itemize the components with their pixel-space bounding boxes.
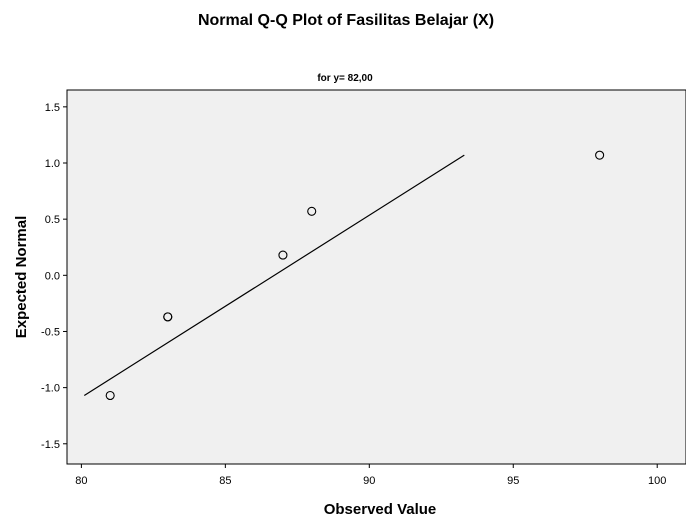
- y-tick-label: 1.0: [45, 158, 60, 170]
- chart-title: Normal Q-Q Plot of Fasilitas Belajar (X): [198, 12, 494, 29]
- y-tick-label: 1.5: [45, 102, 60, 114]
- reference-line: [83, 154, 465, 396]
- data-point: [163, 312, 173, 322]
- y-tick-label: -1.5: [41, 439, 60, 451]
- x-tick-label: 80: [75, 475, 87, 487]
- x-axis-label: Observed Value: [324, 501, 437, 518]
- y-tick-label: -1.0: [41, 383, 60, 395]
- chart-subtitle: for y= 82,00: [317, 73, 373, 84]
- reference-line-group: [83, 154, 465, 396]
- y-tick-label: -0.5: [41, 326, 60, 338]
- x-tick-label: 95: [507, 475, 519, 487]
- data-point: [307, 206, 317, 216]
- data-point: [105, 390, 115, 401]
- data-point: [595, 150, 605, 160]
- x-tick-label: 85: [219, 475, 231, 487]
- data-points: [105, 150, 605, 401]
- plot-area: [66, 89, 686, 465]
- x-axis: 80 85 90 95 100: [75, 464, 666, 487]
- x-tick-label: 90: [363, 475, 375, 487]
- data-point: [278, 250, 288, 260]
- y-tick-label: 0.5: [45, 214, 60, 226]
- x-tick-label: 100: [648, 475, 666, 487]
- y-tick-label: 0.0: [45, 270, 60, 282]
- y-axis: 1.5 1.0 0.5 0.0 -0.5 -1.0 -1.5: [41, 102, 67, 451]
- y-axis-label: Expected Normal: [13, 216, 30, 339]
